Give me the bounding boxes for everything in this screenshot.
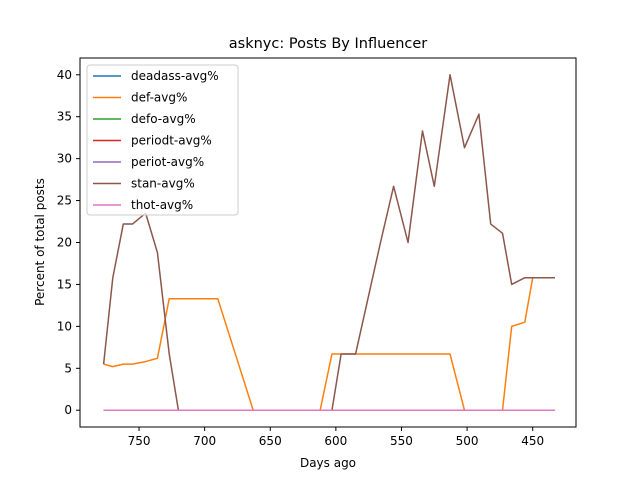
- legend-label: deadass-avg%: [131, 69, 219, 83]
- legend-box: [86, 64, 239, 216]
- y-tick-label: 10: [57, 319, 72, 333]
- y-axis-label: Percent of total posts: [33, 178, 47, 306]
- series-layer: [102, 74, 556, 411]
- legend-label: stan-avg%: [131, 177, 195, 191]
- y-tick-label: 15: [57, 277, 72, 291]
- legend-label: defo-avg%: [131, 112, 196, 126]
- y-tick-label: 0: [64, 403, 72, 417]
- legend-label: def-avg%: [131, 91, 187, 105]
- y-tick-label: 25: [57, 194, 72, 208]
- y-tick-label: 30: [57, 152, 72, 166]
- y-tick-label: 5: [64, 361, 72, 375]
- x-tick-label: 700: [193, 434, 216, 448]
- legend-label: thot-avg%: [131, 198, 193, 212]
- x-tick-label: 500: [456, 434, 479, 448]
- x-tick-label: 750: [128, 434, 151, 448]
- chart-title: asknyc: Posts By Influencer: [229, 36, 428, 52]
- x-tick-label: 600: [324, 434, 347, 448]
- x-axis-label: Days ago: [300, 456, 356, 470]
- y-axis-ticks: 0 5 10 15 20 25 30 35 40: [57, 68, 80, 417]
- legend: deadass-avg% def-avg% defo-avg% periodt-avg…: [86, 64, 239, 216]
- x-tick-label: 650: [259, 434, 282, 448]
- x-axis-ticks: 750 700 650 600 550 500 450: [128, 427, 544, 448]
- legend-label: periot-avg%: [131, 155, 204, 169]
- y-tick-label: 35: [57, 110, 72, 124]
- y-tick-label: 40: [57, 68, 72, 82]
- series-line-stan-avg: [102, 74, 556, 411]
- legend-label: periodt-avg%: [131, 134, 212, 148]
- y-tick-label: 20: [57, 236, 72, 250]
- x-tick-label: 450: [521, 434, 544, 448]
- x-tick-label: 550: [390, 434, 413, 448]
